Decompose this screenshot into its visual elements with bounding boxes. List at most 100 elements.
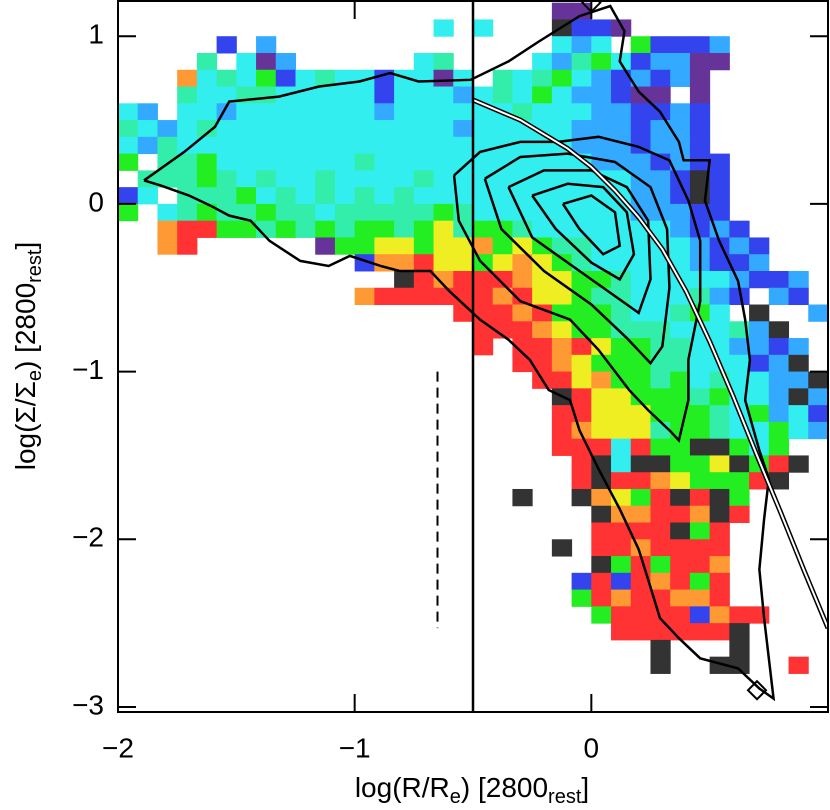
- cell: [689, 405, 711, 423]
- plot-frame: [117, 0, 829, 713]
- cell: [177, 170, 198, 188]
- cell: [591, 69, 612, 88]
- cell: [591, 120, 612, 138]
- cell: [492, 287, 513, 306]
- cell: [768, 338, 790, 356]
- cell: [256, 120, 277, 138]
- cell: [689, 338, 711, 356]
- cell: [157, 203, 178, 222]
- cell: [433, 254, 454, 272]
- cell: [689, 203, 711, 222]
- cell: [137, 120, 158, 138]
- cell: [532, 170, 553, 188]
- cell: [196, 203, 218, 222]
- cell: [394, 136, 415, 155]
- cell: [433, 103, 454, 121]
- cell: [394, 120, 415, 138]
- cell: [749, 606, 770, 624]
- cell: [216, 120, 237, 138]
- cell: [788, 455, 809, 473]
- cell: [729, 338, 750, 356]
- cell: [650, 36, 671, 54]
- cell: [216, 86, 237, 104]
- cell: [551, 187, 573, 205]
- cell: [630, 338, 651, 356]
- cell: [591, 19, 612, 37]
- cell: [157, 120, 178, 138]
- cell: [256, 36, 277, 54]
- cell: [512, 321, 533, 339]
- cell: [611, 19, 632, 37]
- cell: [236, 203, 257, 222]
- cell: [689, 606, 711, 624]
- cell: [591, 52, 612, 71]
- cell: [118, 153, 139, 171]
- y-label-part: ]: [10, 242, 41, 250]
- cell: [394, 86, 415, 104]
- cell: [137, 187, 158, 205]
- cell: [492, 187, 513, 205]
- cell: [709, 522, 730, 540]
- cell: [433, 170, 454, 188]
- cell: [275, 52, 296, 71]
- cell: [157, 136, 178, 155]
- axes: −2 −1 0 −3 −2 −1 0 1: [72, 0, 829, 763]
- cell: [729, 623, 750, 641]
- cell: [236, 120, 257, 138]
- y-label-part: ) [2800: [10, 283, 41, 370]
- cell: [177, 103, 198, 121]
- cell: [177, 220, 198, 238]
- cell: [433, 287, 454, 306]
- cell: [709, 455, 730, 473]
- cell: [768, 287, 790, 306]
- cell: [749, 354, 770, 373]
- cell: [768, 371, 790, 389]
- cell: [236, 136, 257, 155]
- cell: [532, 354, 553, 373]
- cell: [808, 304, 828, 322]
- cell: [354, 287, 375, 306]
- cell: [492, 86, 513, 104]
- cell: [650, 136, 671, 155]
- cell: [630, 522, 651, 540]
- cell: [512, 354, 533, 373]
- cell: [571, 589, 592, 607]
- cell: [768, 421, 790, 440]
- cell: [256, 136, 277, 155]
- cell: [709, 254, 730, 272]
- cell: [236, 153, 257, 171]
- cell: [256, 69, 277, 88]
- cell: [492, 120, 513, 138]
- cell: [591, 572, 612, 591]
- cell: [551, 120, 573, 138]
- cell: [670, 354, 691, 373]
- overlays: [143, 1, 828, 712]
- cell: [413, 52, 435, 71]
- cell: [630, 321, 651, 339]
- cell: [591, 488, 612, 507]
- cell: [630, 354, 651, 373]
- cell: [689, 522, 711, 540]
- cell: [275, 120, 296, 138]
- cell: [492, 270, 513, 289]
- cell: [689, 556, 711, 574]
- cell: [512, 237, 533, 255]
- cell: [453, 120, 474, 138]
- cell: [512, 187, 533, 205]
- cell: [729, 254, 750, 272]
- cell: [551, 103, 573, 121]
- cell: [118, 120, 139, 138]
- cell: [630, 153, 651, 171]
- cell: [709, 488, 730, 507]
- cell: [611, 606, 632, 624]
- y-tick-label: 1: [88, 19, 104, 50]
- cell: [788, 287, 809, 306]
- cell: [650, 170, 671, 188]
- cell: [551, 421, 573, 440]
- cell: [157, 220, 178, 238]
- cell: [709, 270, 730, 289]
- cell: [650, 354, 671, 373]
- cell: [532, 338, 553, 356]
- cell: [512, 488, 533, 507]
- cell: [650, 639, 671, 658]
